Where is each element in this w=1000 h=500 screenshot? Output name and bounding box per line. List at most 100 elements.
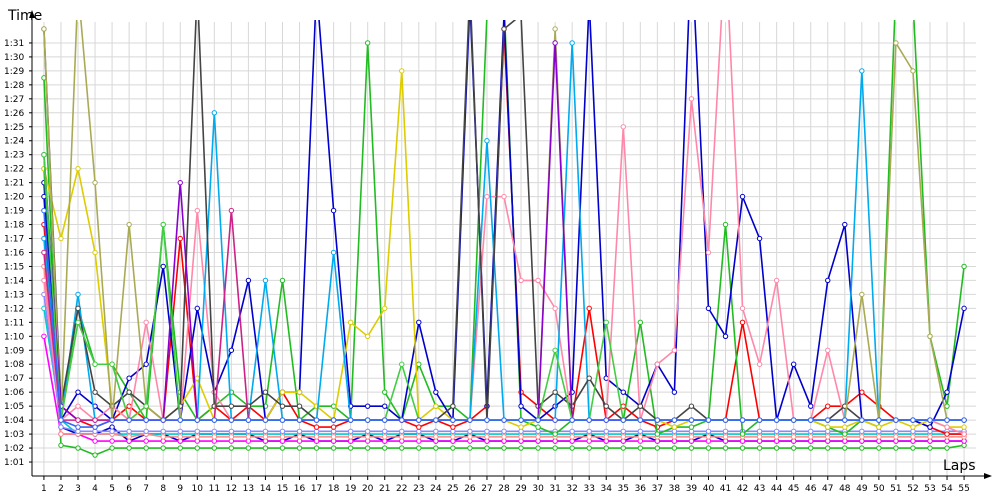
- x-tick-label: 50: [873, 484, 885, 494]
- data-point: [126, 434, 132, 440]
- series-6: [41, 291, 967, 434]
- data-point: [313, 445, 320, 451]
- data-point: [790, 361, 797, 367]
- x-tick-label: 5: [109, 484, 115, 494]
- data-point: [416, 424, 422, 430]
- data-point: [637, 445, 644, 451]
- data-point: [756, 235, 763, 242]
- data-point: [228, 434, 235, 440]
- data-point: [569, 445, 575, 451]
- data-point: [825, 424, 831, 430]
- data-point: [399, 68, 405, 74]
- data-point: [262, 445, 269, 451]
- data-point: [109, 361, 115, 367]
- data-point: [893, 445, 899, 451]
- data-point: [603, 434, 609, 440]
- data-point: [552, 389, 558, 395]
- data-point: [552, 417, 558, 423]
- data-point: [927, 434, 933, 440]
- data-point: [756, 445, 763, 451]
- x-tick-label: 55: [958, 484, 969, 494]
- data-point: [859, 428, 865, 434]
- data-point: [518, 445, 524, 451]
- data-point: [518, 424, 524, 430]
- y-tick-label: 1:12: [4, 304, 24, 314]
- data-point: [637, 403, 644, 409]
- data-point: [688, 445, 695, 451]
- y-tick-label: 1:03: [4, 430, 24, 440]
- y-tick-label: 1:18: [4, 221, 24, 231]
- data-point: [399, 434, 405, 440]
- data-point: [501, 417, 507, 423]
- x-tick-label: 10: [192, 484, 204, 494]
- data-point: [825, 403, 831, 409]
- data-point: [756, 428, 763, 434]
- data-point: [41, 277, 47, 284]
- data-point: [569, 417, 575, 423]
- data-point: [620, 124, 626, 130]
- data-point: [160, 434, 166, 440]
- data-point: [773, 277, 780, 284]
- data-point: [143, 428, 149, 434]
- data-point: [484, 417, 490, 423]
- x-tick-label: 1: [41, 484, 47, 494]
- data-point: [109, 428, 115, 434]
- data-point: [347, 445, 354, 451]
- x-tick-label: 46: [805, 484, 817, 494]
- data-point: [586, 445, 592, 451]
- data-point: [518, 403, 524, 409]
- data-point: [262, 389, 269, 395]
- data-point: [364, 417, 371, 423]
- data-point: [228, 403, 235, 409]
- data-point: [927, 445, 933, 451]
- data-point: [92, 438, 98, 444]
- data-point: [433, 428, 439, 434]
- data-point: [808, 403, 814, 409]
- data-point: [484, 434, 490, 440]
- y-tick-label: 1:30: [4, 53, 24, 63]
- x-tick-label: 22: [396, 484, 407, 494]
- data-point: [859, 417, 865, 423]
- data-point: [416, 434, 422, 440]
- data-point: [364, 40, 371, 46]
- y-tick-label: 1:17: [4, 235, 24, 245]
- data-point: [92, 417, 98, 423]
- data-point: [501, 445, 507, 451]
- data-point: [654, 417, 661, 423]
- data-point: [756, 434, 763, 440]
- x-tick-label: 40: [703, 484, 715, 494]
- data-point: [739, 445, 746, 451]
- data-point: [92, 389, 98, 395]
- x-tick-label: 27: [481, 484, 492, 494]
- data-point: [790, 445, 797, 451]
- data-point: [502, 13, 506, 17]
- data-point: [961, 263, 967, 270]
- x-tick-label: 39: [686, 484, 698, 494]
- data-point: [450, 424, 456, 430]
- data-point: [126, 445, 132, 451]
- data-point: [399, 361, 405, 367]
- data-point: [603, 445, 609, 451]
- data-point: [296, 403, 303, 409]
- data-point: [944, 417, 950, 423]
- data-point: [501, 26, 507, 32]
- y-tick-label: 1:10: [4, 332, 24, 342]
- data-point: [177, 434, 183, 440]
- x-tick-label: 3: [75, 484, 81, 494]
- y-tick-label: 1:08: [4, 360, 24, 370]
- data-point: [825, 417, 831, 423]
- data-point: [399, 417, 405, 423]
- data-point: [654, 431, 661, 437]
- data-point: [92, 249, 98, 256]
- data-point: [41, 193, 47, 200]
- y-tick-label: 1:04: [4, 416, 24, 426]
- x-tick-label: 43: [754, 484, 765, 494]
- data-point: [228, 417, 235, 423]
- x-tick-label: 53: [924, 484, 935, 494]
- y-tick-label: 1:15: [4, 262, 24, 272]
- x-tick-label: 15: [277, 484, 288, 494]
- data-point: [330, 249, 337, 256]
- data-point: [382, 389, 388, 395]
- data-point: [160, 417, 166, 423]
- data-point: [416, 417, 422, 423]
